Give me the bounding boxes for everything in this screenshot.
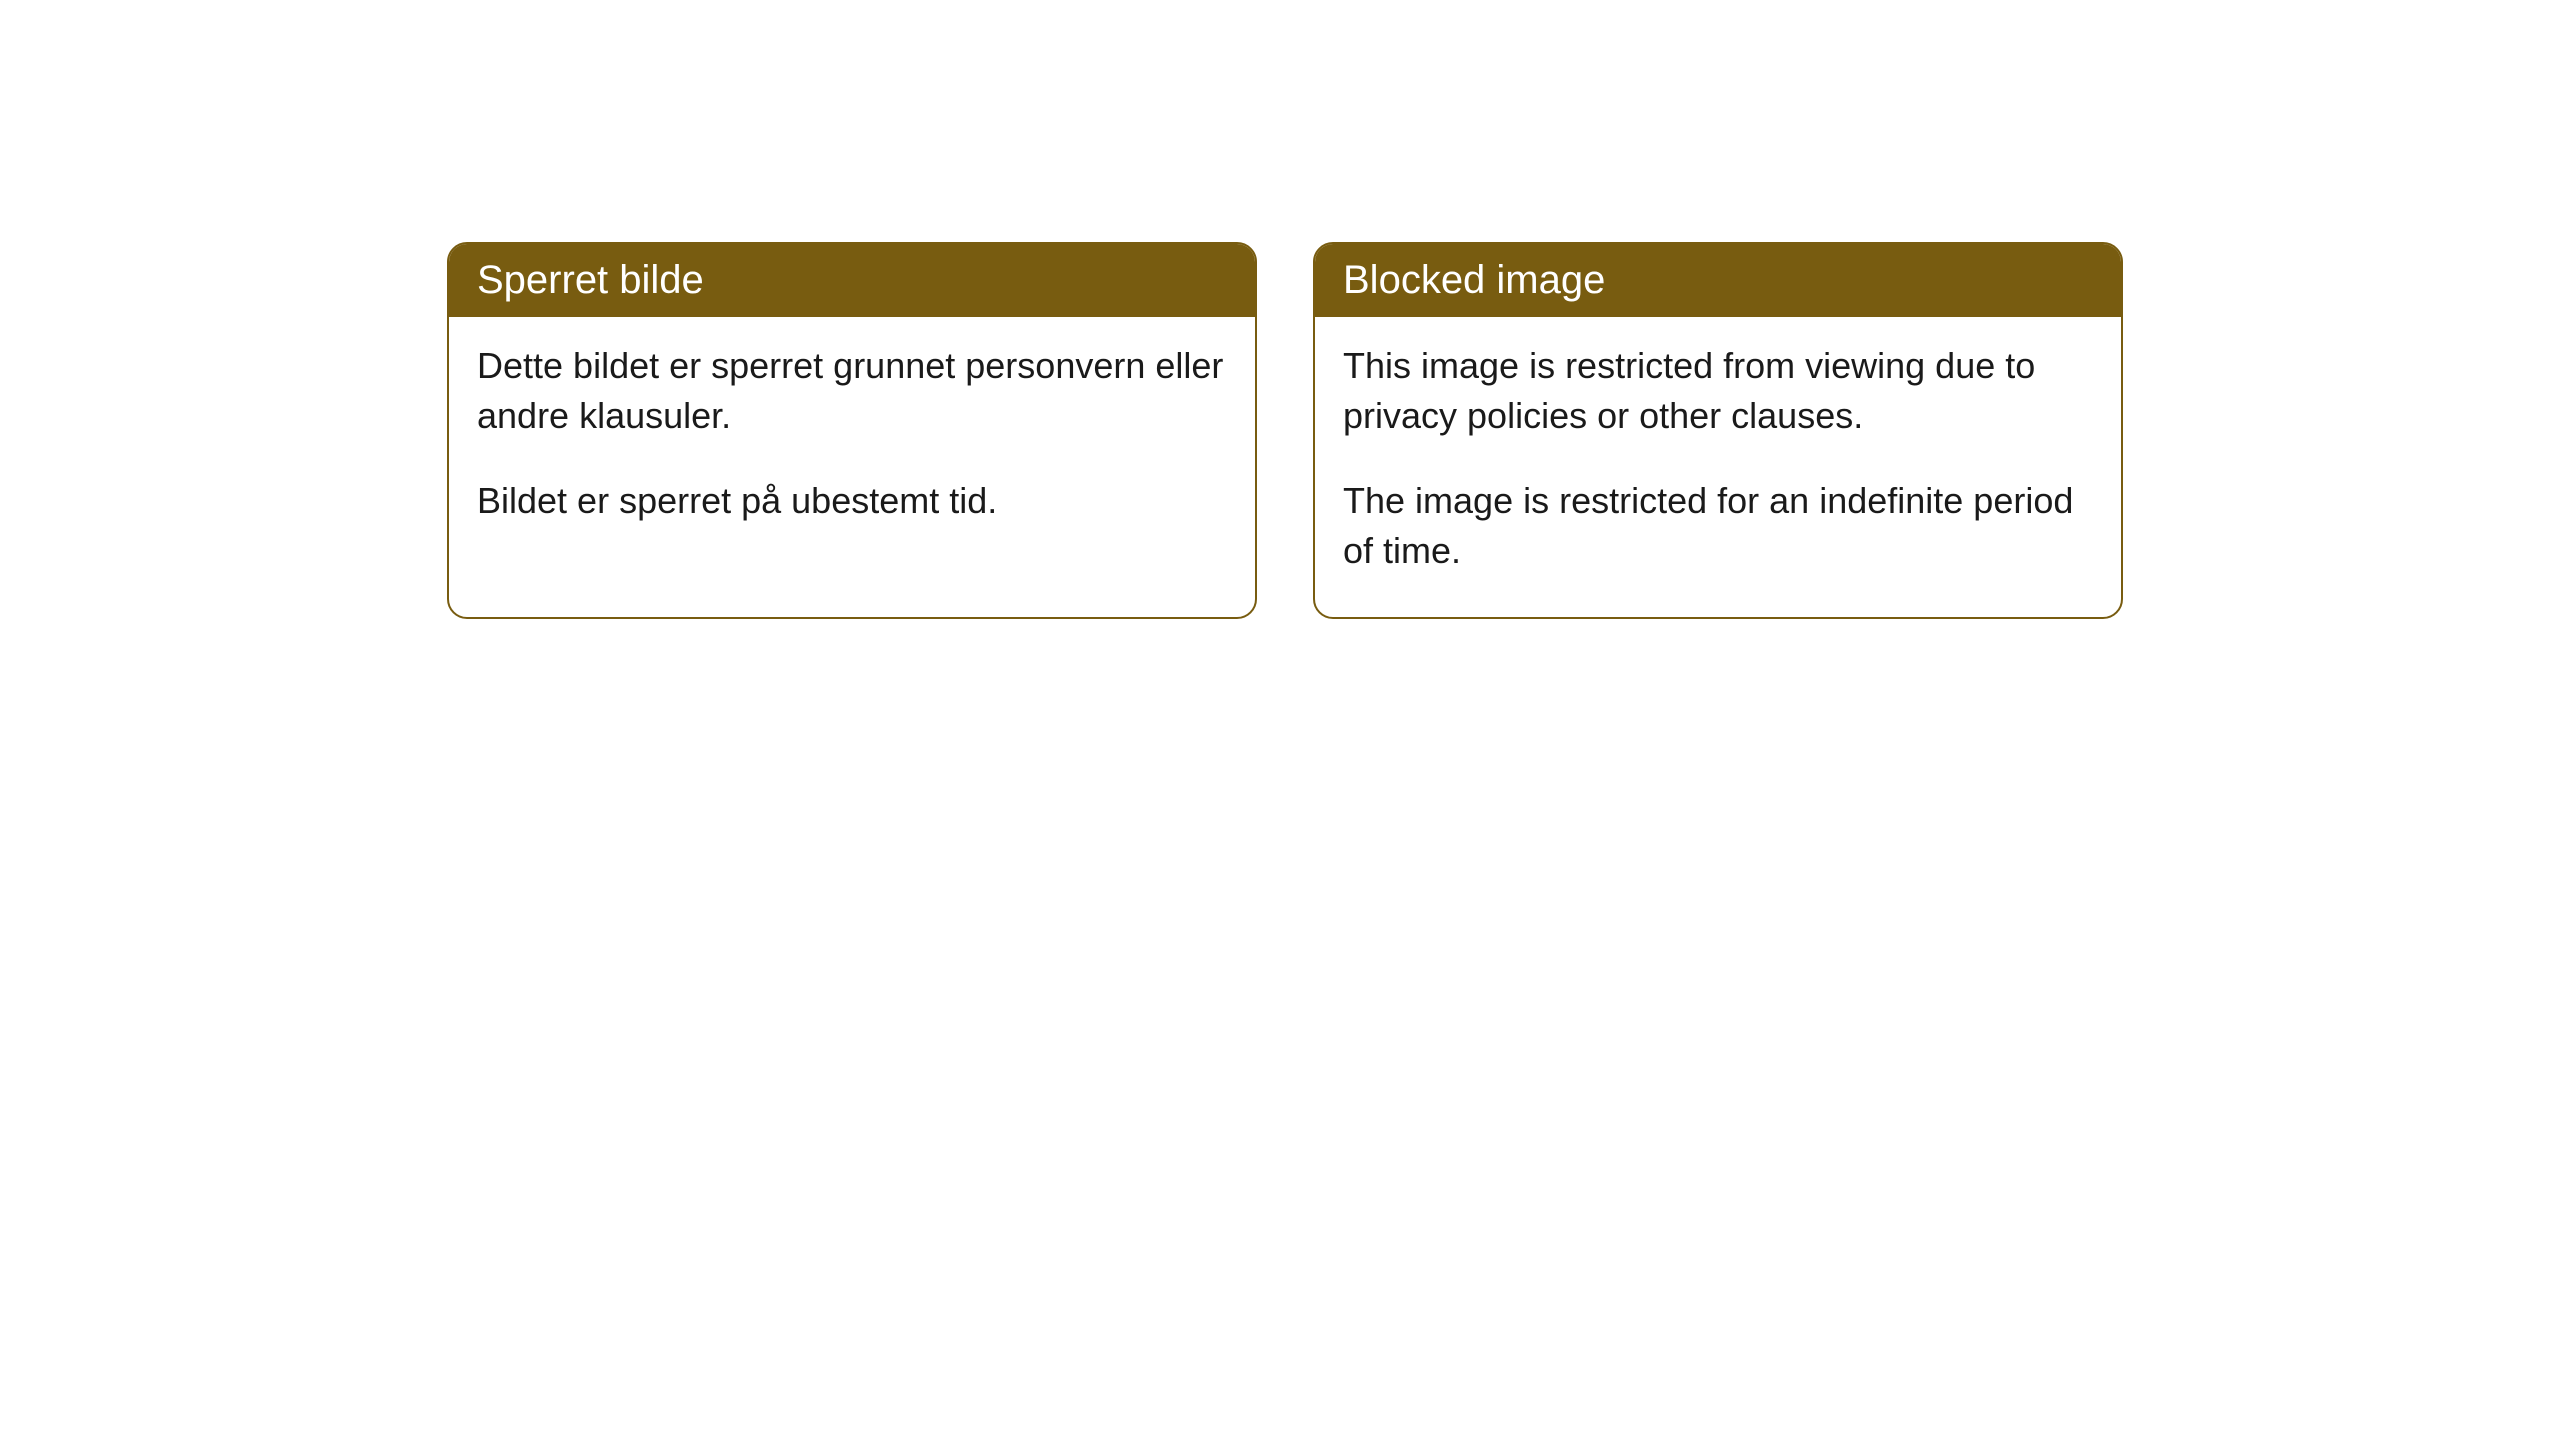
notice-card-english: Blocked image This image is restricted f…: [1313, 242, 2123, 619]
card-paragraph: The image is restricted for an indefinit…: [1343, 476, 2093, 577]
card-body-english: This image is restricted from viewing du…: [1315, 317, 2121, 617]
card-body-norwegian: Dette bildet er sperret grunnet personve…: [449, 317, 1255, 566]
notice-card-norwegian: Sperret bilde Dette bildet er sperret gr…: [447, 242, 1257, 619]
card-header-english: Blocked image: [1315, 244, 2121, 317]
notice-cards-container: Sperret bilde Dette bildet er sperret gr…: [447, 242, 2123, 619]
card-paragraph: Bildet er sperret på ubestemt tid.: [477, 476, 1227, 526]
card-paragraph: This image is restricted from viewing du…: [1343, 341, 2093, 442]
card-header-norwegian: Sperret bilde: [449, 244, 1255, 317]
card-paragraph: Dette bildet er sperret grunnet personve…: [477, 341, 1227, 442]
